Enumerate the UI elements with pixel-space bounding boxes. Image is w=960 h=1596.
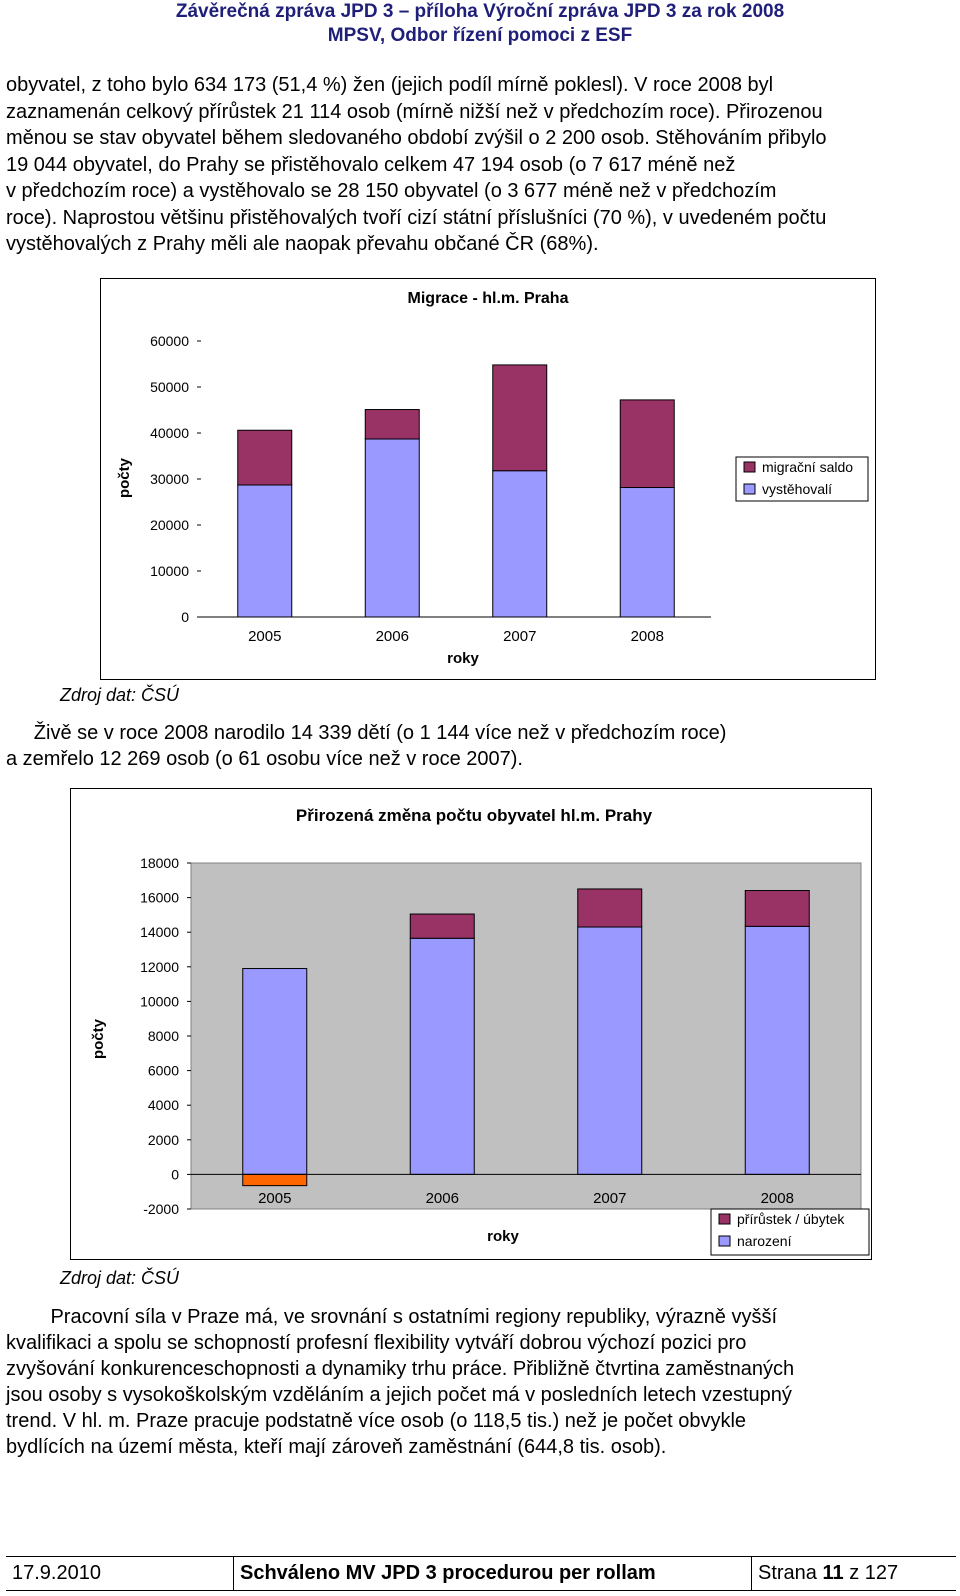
page-footer: 17.9.2010 Schváleno MV JPD 3 procedurou … bbox=[6, 1556, 956, 1591]
text-line: měnou se stav obyvatel během sledovaného… bbox=[6, 127, 827, 149]
y-tick-label: 14000 bbox=[140, 924, 179, 940]
source-note: Zdroj dat: ČSÚ bbox=[60, 1268, 180, 1288]
legend-label: přírůstek / úbytek bbox=[737, 1211, 845, 1227]
footer-date: 17.9.2010 bbox=[6, 1557, 234, 1590]
paragraph-births: Živě se v roce 2008 narodilo 14 339 dětí… bbox=[6, 720, 954, 772]
legend-label: vystěhovalí bbox=[762, 481, 832, 497]
legend-box bbox=[710, 1208, 870, 1256]
text-line: Živě se v roce 2008 narodilo 14 339 dětí… bbox=[6, 722, 727, 744]
y-tick-label: 4000 bbox=[148, 1097, 179, 1113]
text-line: jsou osoby s vysokoškolským vzděláním a … bbox=[6, 1384, 792, 1406]
text-line: zaznamenán celkový přírůstek 21 114 osob… bbox=[6, 100, 823, 123]
x-tick-label: 2007 bbox=[593, 1190, 626, 1207]
bar-segment bbox=[409, 913, 475, 939]
legend-swatch bbox=[718, 1235, 731, 1247]
text-line: a zemřelo 12 269 osob (o 61 osobu více n… bbox=[6, 748, 523, 770]
page-current: 11 bbox=[822, 1562, 844, 1584]
x-tick-label: 2006 bbox=[426, 1190, 459, 1207]
y-tick-label: 2000 bbox=[148, 1132, 179, 1148]
text-line: v předchozím roce) a vystěhovalo se 28 1… bbox=[6, 180, 777, 202]
footer-page-number: Strana 11 z 127 bbox=[752, 1557, 956, 1590]
x-axis-label: roky bbox=[447, 650, 479, 667]
y-tick-label: 8000 bbox=[148, 1028, 179, 1044]
y-tick-label: 40000 bbox=[150, 425, 189, 441]
text-line: kvalifikaci a spolu se schopností profes… bbox=[6, 1332, 747, 1354]
bar-segment bbox=[577, 926, 643, 1175]
bar-segment bbox=[492, 470, 548, 618]
bar-segment bbox=[619, 487, 675, 618]
y-tick-label: 10000 bbox=[140, 993, 179, 1009]
chart-migration-svg: Migrace - hl.m. Praha 0 10000 20000 30000 400… bbox=[116, 290, 869, 667]
bar-segment bbox=[619, 399, 675, 489]
text-line: obyvatel, z toho bylo 634 173 (51,4 %) ž… bbox=[6, 74, 774, 96]
y-tick-label: 6000 bbox=[148, 1063, 179, 1079]
page-suffix: z 127 bbox=[843, 1562, 899, 1584]
y-tick-label: 18000 bbox=[140, 855, 179, 871]
y-tick-label: 20000 bbox=[150, 517, 189, 533]
text-line: bydlících na území města, kteří mají zár… bbox=[6, 1436, 667, 1458]
legend-swatch bbox=[718, 1213, 731, 1225]
document-header: Závěrečná zpráva JPD 3 – příloha Výroční… bbox=[0, 0, 960, 48]
legend-swatch bbox=[743, 461, 756, 473]
chart-migration: Migrace - hl.m. Praha 0 10000 20000 30000 400… bbox=[100, 278, 876, 680]
legend-box bbox=[735, 456, 869, 502]
bar-segment bbox=[744, 925, 810, 1175]
footer-title: Schváleno MV JPD 3 procedurou per rollam bbox=[234, 1557, 752, 1590]
bar-segment bbox=[364, 438, 420, 618]
x-tick-label: 2007 bbox=[503, 628, 536, 645]
y-axis-label: počty bbox=[116, 457, 133, 498]
chart-title: Migrace - hl.m. Praha bbox=[408, 290, 569, 307]
chart-natural-change-svg: Přirozená změna počtu obyvatel hl.m. Pra… bbox=[90, 806, 870, 1256]
y-tick-label: 12000 bbox=[140, 959, 179, 975]
y-tick-label: 16000 bbox=[140, 890, 179, 906]
bar-segment bbox=[242, 968, 308, 1175]
y-tick-label: 50000 bbox=[150, 379, 189, 395]
text-line: Pracovní síla v Praze má, ve srovnání s … bbox=[6, 1306, 778, 1328]
legend-swatch bbox=[743, 483, 756, 495]
x-tick-label: 2008 bbox=[631, 628, 664, 645]
legend-label: narození bbox=[737, 1233, 792, 1249]
bar-segment bbox=[492, 364, 548, 472]
y-axis-label: počty bbox=[90, 1018, 107, 1059]
y-tick-label: 0 bbox=[181, 609, 189, 625]
x-tick-label: 2005 bbox=[248, 628, 281, 645]
paragraph-population: obyvatel, z toho bylo 634 173 (51,4 %) ž… bbox=[6, 72, 954, 258]
legend-label: migrační saldo bbox=[762, 459, 853, 475]
text-line: trend. V hl. m. Praze pracuje podstatně … bbox=[6, 1410, 747, 1432]
y-tick-label: -2000 bbox=[143, 1201, 179, 1217]
x-tick-label: 2006 bbox=[376, 628, 409, 645]
page-prefix: Strana bbox=[758, 1562, 823, 1584]
bar-segment bbox=[577, 888, 643, 928]
x-tick-label: 2005 bbox=[258, 1190, 291, 1207]
bar-segment bbox=[744, 890, 810, 927]
bar-segment bbox=[364, 409, 420, 440]
bar-segment bbox=[237, 429, 293, 486]
bar-segment bbox=[242, 1173, 308, 1187]
text-line: 19 044 obyvatel, do Prahy se přistěhoval… bbox=[6, 153, 736, 176]
y-tick-label: 30000 bbox=[150, 471, 189, 487]
x-tick-label: 2008 bbox=[761, 1190, 794, 1207]
x-axis-label: roky bbox=[487, 1228, 519, 1245]
chart-title: Přirozená změna počtu obyvatel hl.m. Pra… bbox=[296, 806, 653, 825]
bar-segment bbox=[237, 484, 293, 618]
chart-natural-change: Přirozená změna počtu obyvatel hl.m. Pra… bbox=[70, 788, 872, 1260]
text-line: roce). Naprostou většinu přistěhovalých … bbox=[6, 206, 827, 229]
paragraph-labour: Pracovní síla v Praze má, ve srovnání s … bbox=[6, 1304, 954, 1460]
y-tick-label: 60000 bbox=[150, 333, 189, 349]
bar-segment bbox=[409, 937, 475, 1175]
text-line: zvyšování konkurenceschopnosti a dynamik… bbox=[6, 1358, 795, 1380]
text-line: vystěhovalých z Prahy měli ale naopak př… bbox=[6, 233, 599, 255]
header-subtitle: MPSV, Odbor řízení pomoci z ESF bbox=[327, 25, 633, 46]
source-note: Zdroj dat: ČSÚ bbox=[60, 685, 180, 705]
header-title: Závěrečná zpráva JPD 3 – příloha Výroční… bbox=[175, 1, 785, 22]
y-tick-label: 0 bbox=[171, 1166, 179, 1182]
y-tick-label: 10000 bbox=[150, 563, 189, 579]
